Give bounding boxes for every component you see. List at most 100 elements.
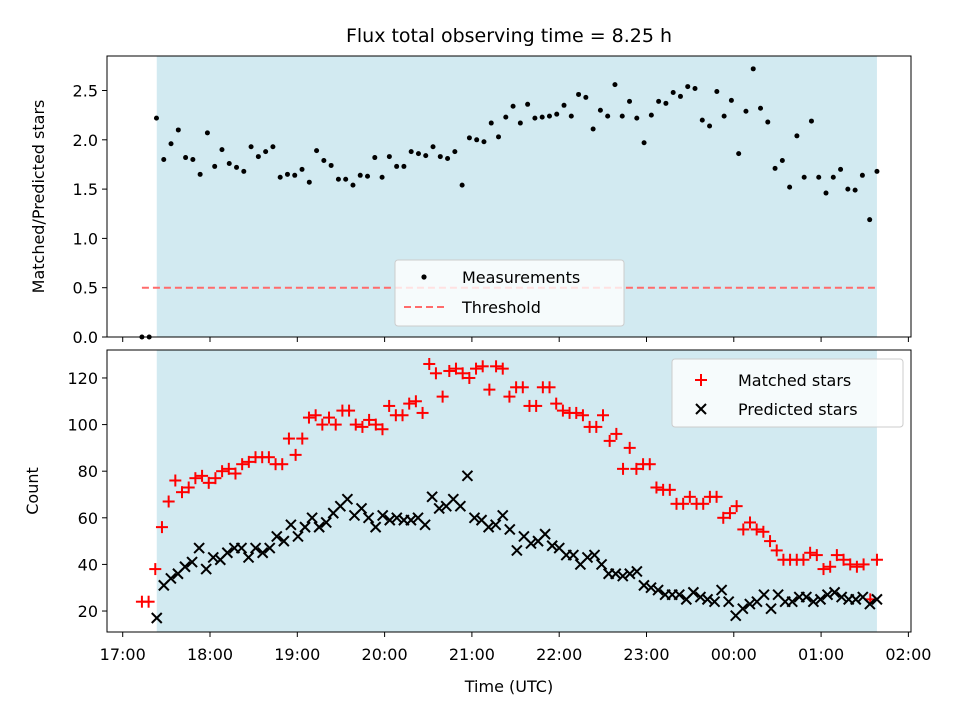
measurement-point bbox=[692, 86, 698, 92]
predicted-point bbox=[278, 535, 290, 547]
matched-point bbox=[423, 357, 436, 370]
predicted-point bbox=[588, 549, 601, 561]
matched-point bbox=[804, 546, 817, 559]
predicted-point bbox=[737, 602, 749, 615]
legend-predicted-marker bbox=[695, 403, 707, 415]
measurement-point bbox=[255, 154, 261, 160]
measurement-point bbox=[874, 168, 880, 174]
count-panel: 20 40 60 80 100 120 17:00 18:00 19:00 20:00 21:00… bbox=[23, 349, 931, 696]
matched-point bbox=[643, 458, 656, 471]
matched-point bbox=[516, 381, 529, 394]
predicted-point bbox=[242, 551, 255, 564]
predicted-point bbox=[864, 598, 876, 610]
measurement-point bbox=[248, 144, 254, 150]
measurement-point bbox=[219, 147, 225, 153]
predicted-point bbox=[800, 591, 813, 603]
matched-point bbox=[142, 595, 155, 608]
matched-point bbox=[242, 455, 255, 468]
matched-point bbox=[610, 427, 623, 440]
measurement-point bbox=[663, 100, 669, 106]
predicted-point bbox=[871, 593, 883, 606]
predicted-point bbox=[306, 512, 318, 524]
matched-point bbox=[182, 481, 195, 494]
legend-predicted-label: Predicted stars bbox=[738, 400, 858, 419]
ratio-panel: 0.0 0.5 1.0 1.5 2.0 2.5 Matched/Predicted sta… bbox=[29, 55, 912, 347]
predicted-point bbox=[461, 470, 474, 482]
count-marks bbox=[135, 357, 883, 624]
matched-point bbox=[844, 558, 857, 571]
matched-point bbox=[209, 472, 222, 485]
matched-point bbox=[496, 362, 509, 375]
measurement-point bbox=[401, 163, 407, 169]
matched-point bbox=[483, 383, 496, 396]
measurement-point bbox=[263, 149, 269, 155]
measurement-point bbox=[685, 84, 691, 90]
predicted-point bbox=[617, 570, 629, 582]
predicted-point bbox=[186, 556, 198, 568]
matched-point bbox=[396, 409, 409, 422]
matched-point bbox=[276, 458, 289, 471]
matched-point bbox=[349, 418, 362, 431]
predicted-point bbox=[609, 568, 622, 580]
predicted-point bbox=[376, 509, 389, 522]
measurement-point bbox=[845, 186, 851, 192]
matched-point bbox=[463, 371, 476, 384]
measurement-point bbox=[357, 172, 363, 178]
legend-measurements-marker bbox=[421, 274, 427, 280]
matched-point bbox=[476, 360, 489, 373]
predicted-point bbox=[249, 542, 262, 554]
y-tick-label: 1.5 bbox=[73, 180, 98, 199]
predicted-point bbox=[814, 593, 827, 606]
y-tick-label: 20 bbox=[78, 602, 98, 621]
predicted-point bbox=[546, 540, 558, 552]
measurement-point bbox=[292, 172, 298, 178]
ratio-legend-box bbox=[394, 259, 625, 327]
predicted-point bbox=[405, 514, 417, 526]
count-x-ticks: 17:00 18:00 19:00 20:00 21:00 22:00 23:00 00:00… bbox=[100, 632, 931, 664]
matched-point bbox=[543, 381, 556, 394]
ratio-legend: Measurements Threshold bbox=[394, 259, 625, 327]
count-plot-frame bbox=[106, 349, 912, 633]
measurement-point bbox=[561, 102, 567, 108]
predicted-point bbox=[708, 595, 721, 608]
matched-point bbox=[490, 360, 503, 373]
measurement-point bbox=[699, 117, 705, 123]
predicted-point bbox=[694, 591, 707, 603]
matched-point bbox=[850, 560, 863, 573]
measurement-point bbox=[823, 190, 829, 196]
measurement-point bbox=[838, 166, 844, 172]
measurement-point bbox=[321, 158, 327, 164]
matched-point bbox=[683, 490, 696, 503]
measurement-point bbox=[423, 153, 429, 159]
predicted-point bbox=[715, 584, 728, 596]
measurement-point bbox=[212, 163, 218, 169]
predicted-point bbox=[419, 519, 431, 531]
matched-point bbox=[403, 397, 416, 410]
predicted-point bbox=[468, 512, 481, 524]
measurement-point bbox=[750, 66, 756, 72]
measurement-point bbox=[183, 155, 189, 161]
predicted-point bbox=[193, 542, 205, 554]
matched-point bbox=[289, 448, 302, 461]
y-tick-label: 0.5 bbox=[73, 279, 98, 298]
matched-point bbox=[236, 458, 249, 471]
matched-point bbox=[556, 404, 569, 417]
measurement-point bbox=[619, 113, 625, 119]
measurement-point bbox=[459, 182, 465, 188]
predicted-point bbox=[687, 586, 700, 599]
measurement-point bbox=[758, 105, 764, 111]
matched-point bbox=[456, 367, 469, 380]
matched-point bbox=[630, 462, 643, 475]
matched-point bbox=[323, 411, 336, 424]
measurement-point bbox=[270, 144, 276, 150]
matched-point bbox=[617, 462, 630, 475]
matched-point bbox=[296, 432, 309, 445]
measurement-point bbox=[503, 114, 509, 120]
measurement-point bbox=[284, 171, 290, 177]
predicted-point bbox=[271, 530, 283, 543]
predicted-point bbox=[207, 551, 219, 564]
measurement-point bbox=[437, 154, 443, 160]
predicted-point bbox=[482, 521, 495, 533]
matched-point bbox=[383, 399, 396, 412]
